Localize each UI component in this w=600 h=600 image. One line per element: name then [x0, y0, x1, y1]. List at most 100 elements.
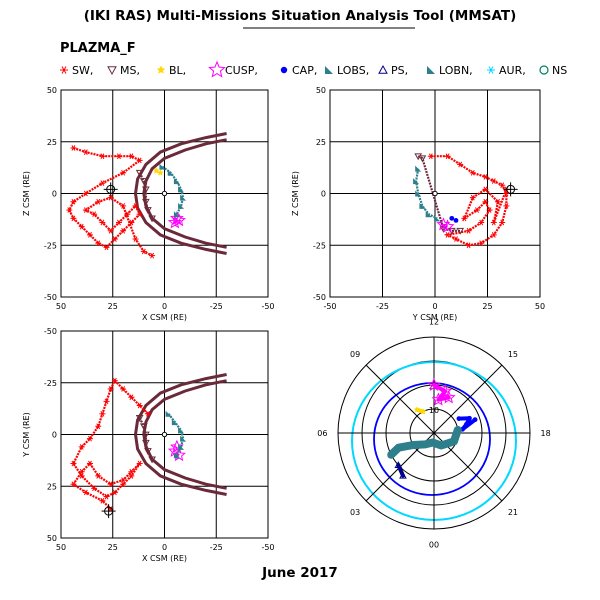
x-tick-label: 25	[108, 543, 118, 552]
legend-item-label: BL,	[169, 64, 186, 77]
data-point-ms	[142, 198, 150, 206]
legend-item-aur: AUR,	[487, 64, 526, 77]
data-point-lobn	[167, 169, 174, 176]
polar-series-ps	[394, 461, 407, 479]
plot-area	[413, 153, 518, 249]
data-point-sw	[482, 186, 489, 193]
data-point-sw	[99, 153, 106, 160]
data-point-ms	[148, 456, 156, 464]
data-point-ms	[144, 448, 152, 456]
x-tick-label: 50	[56, 543, 66, 552]
data-point-sw	[82, 149, 89, 155]
y-tick-label: 0	[52, 190, 57, 199]
colat-label: 10	[429, 406, 439, 415]
data-point-sw	[78, 468, 85, 475]
y-tick-label: 25	[316, 138, 326, 147]
data-point-sw	[66, 207, 73, 213]
polar-point-cusp	[427, 377, 441, 391]
asterisk-icon	[60, 66, 68, 74]
data-point-lobn	[415, 190, 422, 197]
polar-point-cusp	[431, 392, 446, 406]
plot-area	[66, 132, 227, 259]
mlt-label: 03	[350, 508, 360, 517]
data-point-lobn	[419, 202, 426, 209]
data-point-sw	[140, 248, 147, 255]
x-tick-label: 50	[535, 302, 545, 311]
y-tick-label: 0	[52, 431, 57, 440]
polar-point-cusp	[438, 384, 453, 398]
data-point-lobn	[173, 452, 180, 459]
xy-plane-panel: 50 25 0 -25 -50 -50 -25 0 25 50 X CSM (RE) Y CSM (R…	[22, 327, 275, 563]
data-point-sw	[70, 145, 77, 151]
data-point-sw	[103, 244, 110, 251]
bow-shock-curve	[134, 373, 227, 435]
data-point-sw	[107, 386, 114, 392]
polar-series-lobn	[387, 425, 462, 459]
data-point-lobn	[171, 419, 178, 426]
data-point-lobn	[159, 163, 166, 170]
data-point-lobn	[173, 178, 180, 185]
asterisk-icon	[487, 66, 495, 74]
data-point-sw	[111, 377, 118, 384]
legend-item-ns: NS	[539, 64, 567, 77]
data-point-sw	[128, 468, 135, 475]
up-triangle-icon	[378, 64, 388, 74]
diamond-star-icon	[156, 65, 166, 74]
data-point-sw	[490, 232, 497, 238]
data-point-sw	[128, 153, 135, 160]
legend-item-cap: CAP,	[280, 64, 317, 77]
data-point-sw	[144, 410, 151, 417]
y-axis-label: Z CSM (RE)	[22, 171, 31, 216]
data-point-lobn	[425, 211, 432, 218]
data-point-sw	[107, 227, 114, 234]
data-point-sw	[128, 219, 135, 226]
polar-point-lobn	[438, 442, 445, 449]
down-triangle-icon	[107, 66, 117, 76]
series-lobn	[413, 165, 441, 222]
yz-plane-panel: -50 -25 0 25 50 50 25 0 -25 -50 Y CSM (RE) Z CSM (R…	[291, 86, 545, 322]
earth-marker	[161, 431, 168, 438]
data-point-sw	[78, 444, 85, 450]
magnetopause-curve	[142, 379, 227, 435]
x-axis-label: X CSM (RE)	[142, 554, 187, 563]
series-sw	[66, 145, 156, 259]
spacecraft-marker	[503, 182, 518, 197]
data-point-sw	[149, 252, 156, 259]
data-point-lobn	[178, 443, 185, 450]
data-point-cap	[453, 218, 459, 223]
legend-item-lobs: LOBS,	[325, 64, 369, 77]
mission-name: PLAZMA_F	[60, 41, 136, 56]
y-tick-label: -25	[44, 241, 57, 250]
right-triangle-icon	[427, 66, 435, 74]
dot-icon	[280, 66, 288, 74]
earth-marker	[161, 190, 168, 197]
legend-item-label: SW,	[72, 64, 93, 77]
track-sw	[68, 146, 153, 257]
figure-title: (IKI RAS) Multi-Missions Situation Analy…	[84, 8, 517, 24]
data-point-sw	[107, 194, 114, 201]
data-point-sw	[120, 386, 127, 392]
data-point-sw	[457, 161, 464, 168]
series-ms	[135, 169, 156, 223]
polar-track-lobn	[387, 425, 462, 459]
series-lobn	[159, 163, 187, 218]
track-sw	[430, 155, 508, 247]
polar-point-lobn	[454, 426, 461, 433]
data-point-lobn	[413, 178, 420, 185]
data-point-sw	[128, 394, 135, 401]
series-sw	[427, 153, 510, 249]
x-tick-label: 0	[162, 302, 167, 311]
data-point-bl	[156, 169, 164, 176]
data-point-ms	[144, 207, 152, 215]
data-point-sw	[82, 207, 89, 213]
data-point-sw	[91, 211, 98, 218]
polar-point-cap	[464, 421, 469, 427]
data-point-sw	[111, 236, 118, 242]
legend-item-label: CAP,	[292, 64, 317, 77]
spacecraft-marker	[101, 504, 116, 519]
data-point-lobn	[173, 211, 180, 218]
data-point-lobn	[178, 427, 185, 434]
data-point-sw	[99, 497, 106, 504]
track-ms	[417, 155, 461, 232]
data-point-lobn	[178, 186, 185, 193]
